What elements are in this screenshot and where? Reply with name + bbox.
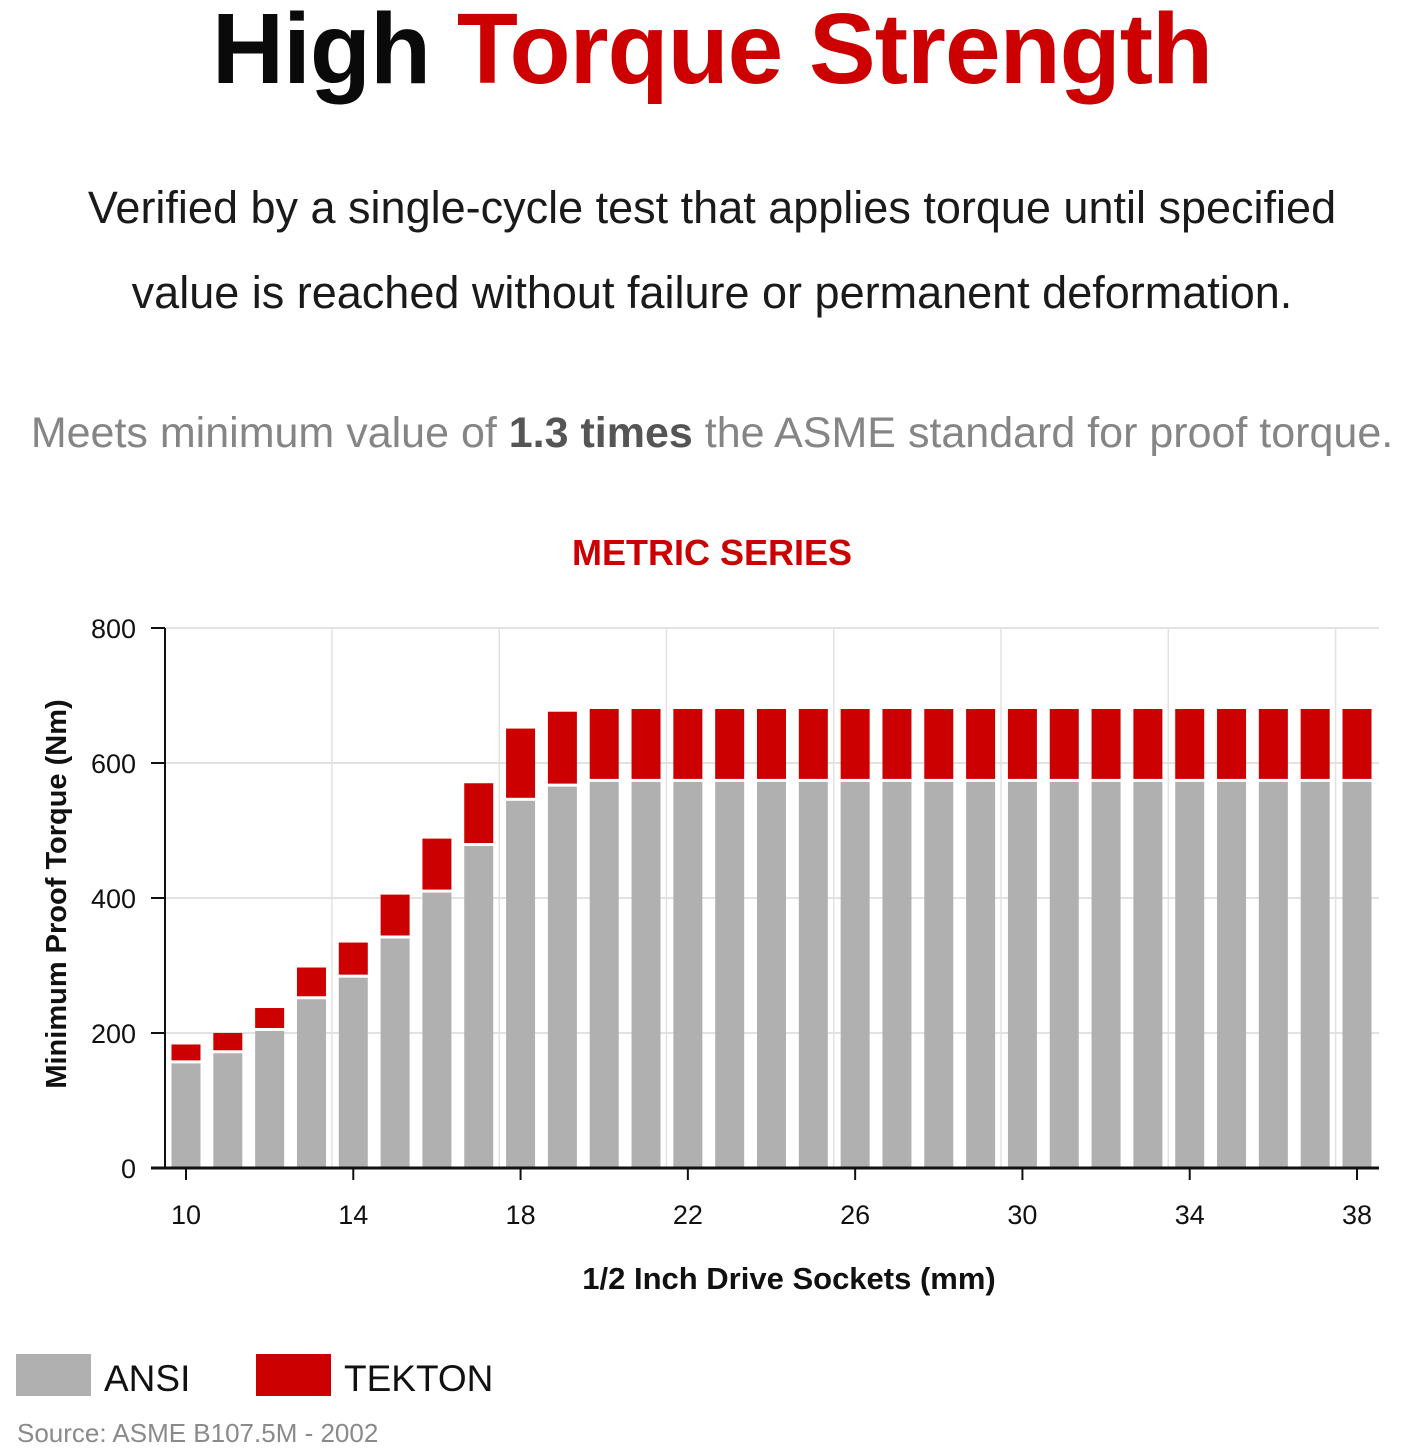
x-tick-label: 26 <box>840 1200 870 1230</box>
title-part-torque-strength: Torque Strength <box>456 0 1213 105</box>
chart-axes: 0 200 400 600 800 10 14 18 22 26 30 34 38 <box>91 614 1379 1230</box>
bar-ansi <box>255 1030 285 1168</box>
bar-tekton <box>1217 709 1247 779</box>
bar-tekton <box>840 709 870 779</box>
bar-ansi <box>966 781 996 1168</box>
description-line-2: value is reached without failure or perm… <box>131 267 1293 318</box>
bar-ansi <box>1007 781 1037 1168</box>
bar-tekton <box>1258 709 1288 779</box>
bar-tekton <box>255 1008 285 1028</box>
torque-bar-chart: 0 200 400 600 800 10 14 18 22 26 30 34 38 Minimum Pr… <box>41 614 1379 1296</box>
bar-ansi <box>1258 781 1288 1168</box>
bar-ansi <box>464 846 494 1168</box>
bar-ansi <box>1300 781 1330 1168</box>
chart-title: METRIC SERIES <box>571 532 853 573</box>
y-tick-label: 0 <box>121 1154 136 1184</box>
x-axis-label: 1/2 Inch Drive Sockets (mm) <box>582 1261 996 1296</box>
bar-tekton <box>924 709 954 779</box>
y-axis-label: Minimum Proof Torque (Nm) <box>41 699 73 1088</box>
bar-tekton <box>547 711 577 784</box>
meets-prefix: Meets minimum value of <box>30 409 497 457</box>
description-line-1: Verified by a single-cycle test that app… <box>87 182 1337 233</box>
bar-tekton <box>589 709 619 779</box>
bar-ansi <box>631 781 661 1168</box>
bar-ansi <box>338 977 368 1168</box>
bar-tekton <box>1049 709 1079 779</box>
meets-standard-text: Meets minimum value of 1.3 times the ASM… <box>0 404 1424 462</box>
x-tick-label: 10 <box>171 1200 201 1230</box>
bar-ansi <box>422 892 452 1168</box>
bar-tekton <box>798 709 828 779</box>
source-note: Source: ASME B107.5M - 2002 <box>17 1418 379 1448</box>
bar-ansi <box>673 781 703 1168</box>
bar-ansi <box>924 781 954 1168</box>
bar-ansi <box>213 1053 243 1168</box>
bar-tekton <box>506 728 536 798</box>
bar-ansi <box>296 999 326 1168</box>
bar-ansi <box>798 781 828 1168</box>
page-title: High Torque Strength <box>0 0 1424 104</box>
x-tick-label: 34 <box>1175 1200 1205 1230</box>
y-tick-label: 600 <box>91 749 136 779</box>
bar-ansi <box>757 781 786 1168</box>
bar-tekton <box>757 709 786 779</box>
meets-suffix: the ASME standard for proof torque. <box>704 409 1394 457</box>
bar-tekton <box>1007 709 1037 779</box>
legend-label-tekton: TEKTON <box>344 1358 494 1399</box>
bar-tekton <box>464 783 494 844</box>
bar-ansi <box>589 781 619 1168</box>
bar-ansi <box>1091 781 1121 1168</box>
x-tick-label: 22 <box>673 1200 703 1230</box>
bar-ansi <box>715 781 745 1168</box>
x-tick-label: 30 <box>1007 1200 1037 1230</box>
legend-swatch-ansi <box>16 1354 91 1396</box>
bar-ansi <box>1342 781 1372 1168</box>
bar-ansi <box>171 1063 201 1168</box>
bar-tekton <box>213 1033 243 1051</box>
legend-label-ansi: ANSI <box>104 1358 191 1399</box>
bar-tekton <box>673 709 703 779</box>
bar-tekton <box>1175 709 1205 779</box>
bar-tekton <box>1300 709 1330 779</box>
chart-bars <box>171 709 1372 1168</box>
bar-tekton <box>966 709 996 779</box>
bar-ansi <box>506 800 536 1168</box>
y-tick-label: 400 <box>91 884 136 914</box>
bar-tekton <box>171 1044 201 1061</box>
legend-swatch-tekton <box>256 1354 331 1396</box>
bar-ansi <box>1133 781 1163 1168</box>
bar-tekton <box>1091 709 1121 779</box>
bar-tekton <box>422 838 452 890</box>
x-tick-label: 14 <box>338 1200 368 1230</box>
bar-tekton <box>1133 709 1163 779</box>
bar-ansi <box>547 786 577 1168</box>
y-tick-label: 200 <box>91 1019 136 1049</box>
bar-tekton <box>1342 709 1372 779</box>
bar-ansi <box>1217 781 1247 1168</box>
bar-tekton <box>380 894 410 936</box>
bar-ansi <box>840 781 870 1168</box>
x-tick-label: 18 <box>506 1200 536 1230</box>
bar-ansi <box>1175 781 1205 1168</box>
y-tick-label: 800 <box>91 614 136 644</box>
bar-tekton <box>631 709 661 779</box>
bar-tekton <box>882 709 912 779</box>
bar-tekton <box>715 709 745 779</box>
bar-ansi <box>1049 781 1079 1168</box>
bar-ansi <box>882 781 912 1168</box>
x-tick-label: 38 <box>1342 1200 1372 1230</box>
meets-multiplier: 1.3 times <box>508 409 693 457</box>
bar-tekton <box>296 967 326 997</box>
title-part-high: High <box>211 0 431 105</box>
bar-tekton <box>338 942 368 975</box>
bar-ansi <box>380 938 410 1168</box>
